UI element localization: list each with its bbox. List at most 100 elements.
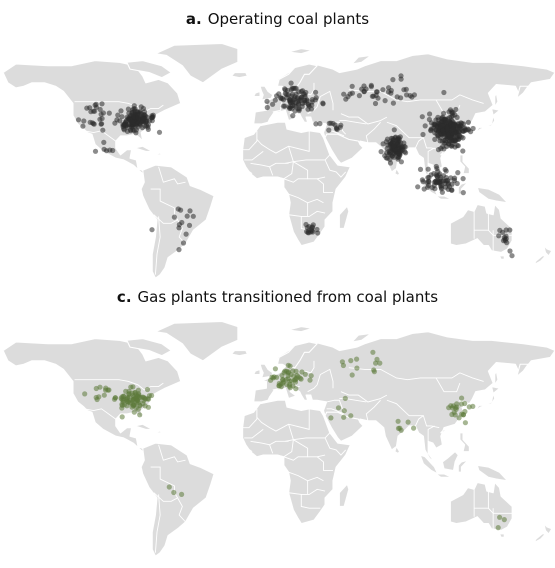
country-border	[244, 151, 264, 161]
plant-marker-south-america	[171, 489, 177, 496]
plant-marker-australia	[502, 238, 508, 244]
country-border	[340, 113, 388, 125]
country-border	[415, 415, 424, 427]
landmass-ireland	[253, 368, 261, 376]
landmass-africa	[242, 121, 351, 247]
plant-marker-eastern-usa	[137, 412, 143, 418]
country-border	[150, 466, 175, 493]
plant-marker-europe	[290, 383, 296, 389]
plant-marker-europe	[282, 86, 288, 92]
panel-a-title: a. Operating coal plants	[0, 10, 555, 28]
country-border	[250, 162, 274, 176]
plant-marker-russia-kazakhstan	[370, 93, 377, 99]
plant-marker-russia-kazakhstan	[380, 87, 386, 93]
country-border	[365, 399, 381, 421]
plant-marker-china	[427, 111, 433, 117]
country-border	[300, 494, 321, 509]
plant-marker-southeast-asia	[455, 170, 461, 176]
plant-marker-middle-east	[328, 415, 334, 421]
plant-marker-russia	[354, 356, 360, 362]
plant-marker-western-usa	[112, 395, 118, 401]
landmass-sri-lanka	[394, 445, 401, 454]
plant-marker-russia-kazakhstan	[390, 77, 396, 83]
landmass-taiwan	[459, 420, 464, 427]
country-border	[283, 439, 294, 458]
plant-marker-southeast-asia	[435, 179, 441, 185]
plant-marker-india	[391, 143, 397, 149]
plant-markers	[82, 349, 507, 531]
plant-marker-china	[458, 401, 465, 407]
plant-marker-turkey-middle-east	[317, 121, 323, 127]
plant-marker-western-usa	[100, 127, 106, 133]
country-border	[242, 408, 258, 429]
landmass-new-zealand-s	[533, 533, 547, 543]
plant-marker-russia-kazakhstan	[382, 98, 388, 104]
plant-marker-europe	[287, 363, 293, 369]
plant-marker-western-usa	[103, 387, 109, 393]
landmass-cuba	[134, 423, 153, 430]
country-border	[250, 440, 274, 454]
panel-c-title: c. Gas plants transitioned from coal plan…	[0, 288, 555, 306]
plant-marker-western-usa	[81, 118, 87, 124]
landmass-greenland	[154, 42, 239, 84]
plant-marker-europe	[304, 98, 310, 104]
plant-marker-western-usa	[97, 116, 103, 122]
plant-marker-china	[434, 131, 440, 137]
landmass-novaya	[351, 332, 372, 343]
plant-marker-eastern-usa	[117, 118, 123, 124]
plant-marker-australia	[495, 525, 501, 531]
country-border	[283, 456, 308, 461]
country-border	[288, 424, 326, 458]
landmass-arabia-fix	[324, 133, 364, 164]
country-border	[307, 90, 334, 115]
landmass-madagascar	[338, 483, 350, 508]
plant-marker-mexico	[107, 147, 113, 153]
plant-marker-southeast-asia	[442, 166, 448, 173]
plant-marker-india	[380, 141, 386, 147]
plant-marker-russia	[348, 358, 354, 364]
country-border	[269, 162, 289, 168]
landmass-australia	[449, 203, 513, 253]
plant-marker-eastern-usa	[112, 120, 118, 126]
plant-marker-russia-kazakhstan	[385, 89, 392, 95]
plant-marker-china	[420, 131, 426, 138]
landmass-sakhalin	[494, 370, 499, 386]
plant-marker-europe	[282, 103, 288, 109]
country-border	[283, 161, 294, 180]
landmass-south-america	[140, 442, 215, 557]
plant-marker-china	[422, 123, 428, 129]
plant-marker-eastern-usa	[128, 384, 134, 390]
plant-marker-india	[391, 127, 397, 133]
plant-marker-south-america	[187, 208, 193, 214]
plant-marker-eastern-usa	[131, 409, 137, 415]
plant-marker-south-asia	[405, 419, 411, 425]
plant-marker-europe	[279, 95, 285, 102]
landmass-uk	[259, 85, 274, 101]
plant-marker-europe	[299, 94, 305, 100]
plant-marker-china	[443, 117, 449, 123]
panel-c-letter: c.	[116, 288, 132, 306]
plant-marker-south-america	[176, 225, 182, 231]
country-border	[83, 408, 117, 420]
plant-marker-eastern-usa	[119, 394, 125, 400]
plant-marker-eastern-usa	[124, 128, 130, 134]
country-border	[435, 377, 461, 393]
plant-marker-eastern-usa	[149, 115, 155, 121]
country-border	[324, 159, 347, 178]
plant-marker-western-usa	[97, 384, 103, 390]
country-border	[488, 507, 513, 514]
landmass-sulawesi	[457, 459, 469, 473]
landmass-iceland	[230, 72, 248, 79]
gas-transition-map	[2, 320, 555, 557]
plant-marker-india	[395, 155, 401, 161]
landmass-kamchatka	[516, 85, 529, 99]
plant-marker-russia-kazakhstan	[341, 91, 347, 97]
plant-marker-china	[460, 412, 466, 418]
plant-marker-southeast-asia	[424, 179, 430, 185]
country-border	[288, 146, 326, 180]
plant-marker-eastern-usa	[115, 112, 121, 118]
plant-marker-turkey-middle-east	[338, 122, 344, 128]
plant-marker-western-usa	[92, 102, 98, 108]
country-border	[154, 216, 161, 275]
plant-marker-india	[394, 151, 400, 157]
